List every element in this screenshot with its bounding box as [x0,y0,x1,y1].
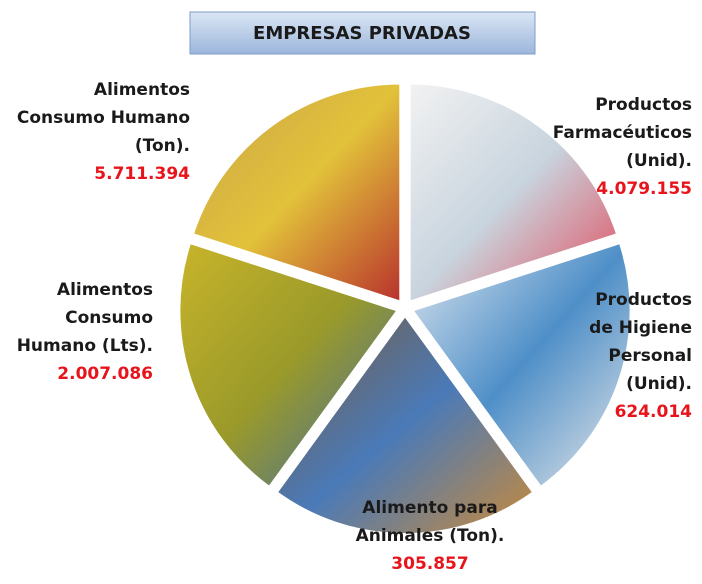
item-label: de Higiene [589,318,692,338]
item-label: Productos [595,95,692,115]
item-label: Humano (Lts). [17,336,153,356]
item-label: Personal [608,346,692,366]
item-label: (Unid). [626,374,692,394]
item-label: Animales (Ton). [356,526,505,546]
item-label: Alimentos [57,280,153,300]
item-value: 305.857 [391,554,468,574]
item-label: Farmacéuticos [553,123,692,143]
item-label: Productos [595,290,692,310]
infographic: EMPRESAS PRIVADAS Alimentos Consumo Human… [0,0,702,584]
title: EMPRESAS PRIVADAS [253,23,471,44]
item-value: 2.007.086 [57,364,153,384]
item-value: 5.711.394 [94,164,190,184]
item-label: (Unid). [626,151,692,171]
item-label: Alimentos [94,80,190,100]
item-label: Consumo Humano [17,108,190,128]
item-value: 4.079.155 [596,179,692,199]
item-label: Consumo [65,308,153,328]
item-label: (Ton). [135,136,190,156]
item-value: 624.014 [615,402,693,422]
item-label: Alimento para [362,498,497,518]
pie [179,84,630,534]
canvas: EMPRESAS PRIVADAS Alimentos Consumo Human… [0,0,702,584]
